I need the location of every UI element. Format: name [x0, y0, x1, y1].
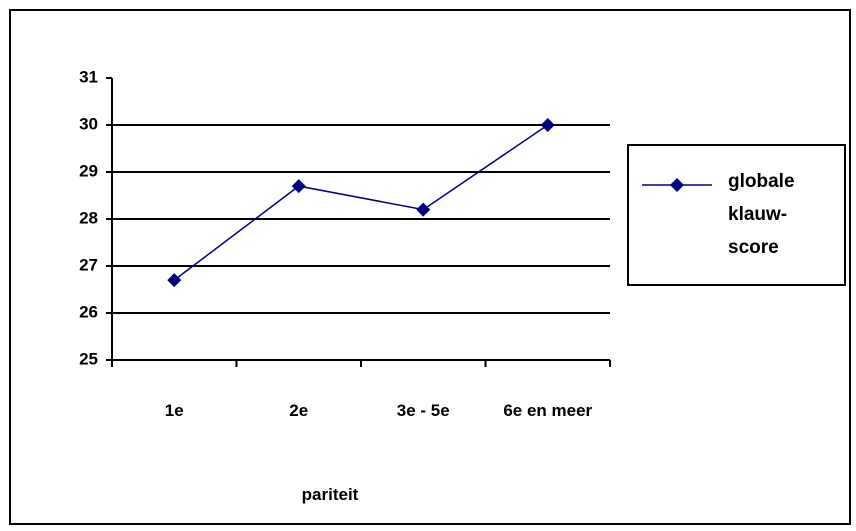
chart-border — [9, 9, 851, 525]
y-tick-label: 27 — [79, 255, 98, 274]
y-tick-label: 28 — [79, 208, 98, 227]
x-tick-label: 1e — [164, 401, 184, 420]
y-tick-label: 29 — [79, 161, 98, 180]
y-tick-label: 25 — [79, 349, 98, 368]
legend-marker — [670, 178, 684, 192]
legend-label: globale klauw-score — [728, 171, 795, 258]
data-point — [416, 202, 431, 217]
x-tick-label: 3e - 5e — [396, 401, 450, 420]
x-tick-label: 2e — [289, 401, 309, 420]
y-tick-label: 31 — [79, 67, 98, 86]
x-axis-title: pariteit — [301, 485, 359, 504]
data-point — [291, 179, 306, 194]
data-point — [167, 273, 182, 288]
y-tick-label: 30 — [79, 114, 98, 133]
legend-box — [627, 144, 846, 286]
x-tick-label: 6e en meer — [503, 401, 593, 420]
data-point — [540, 118, 555, 132]
y-tick-label: 26 — [79, 302, 98, 321]
series-line — [173, 124, 549, 281]
